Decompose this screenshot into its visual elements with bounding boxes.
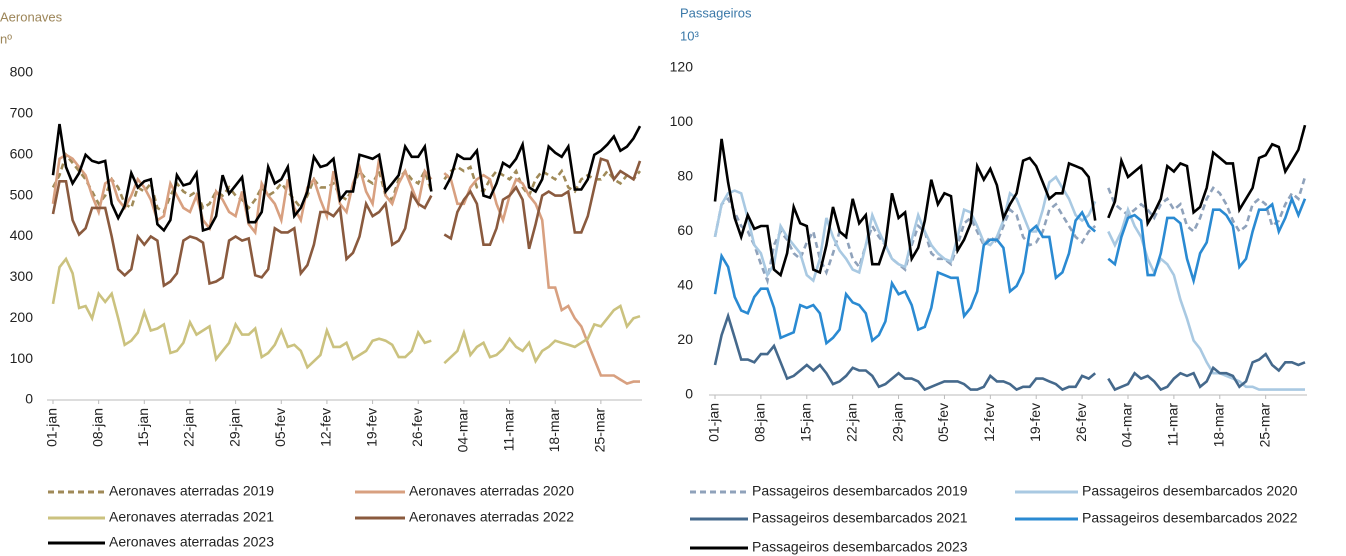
x-tick-label: 15-jan xyxy=(135,408,151,447)
y-axis-unit: 10³ xyxy=(680,28,699,43)
legend-label: Passageiros desembarcados 2022 xyxy=(1082,510,1298,526)
y-tick-label: 120 xyxy=(670,59,694,75)
y-tick-label: 100 xyxy=(670,113,694,129)
series-line xyxy=(51,256,641,370)
y-tick-label: 40 xyxy=(677,277,693,293)
series-line xyxy=(51,152,642,214)
x-tick-label: 18-mar xyxy=(546,408,562,453)
legend-label: Passageiros desembarcados 2023 xyxy=(752,539,968,555)
y-tick-label: 0 xyxy=(25,391,33,407)
y-tick-label: 400 xyxy=(10,227,34,243)
series-line xyxy=(713,311,1306,392)
y-tick-label: 0 xyxy=(685,386,693,402)
legend-label: Aeronaves aterradas 2021 xyxy=(109,509,274,525)
x-tick-label: 08-jan xyxy=(752,403,768,442)
y-tick-label: 100 xyxy=(10,350,34,366)
legend-label: Aeronaves aterradas 2023 xyxy=(109,534,274,550)
legend-label: Passageiros desembarcados 2021 xyxy=(752,510,968,526)
legend-label: Passageiros desembarcados 2020 xyxy=(1082,483,1298,499)
y-tick-label: 20 xyxy=(677,331,693,347)
legend-label: Aeronaves aterradas 2020 xyxy=(409,483,574,499)
series-line xyxy=(713,124,1307,278)
x-tick-label: 22-jan xyxy=(843,403,859,442)
y-axis-label: Passageiros xyxy=(680,5,752,20)
x-tick-label: 18-mar xyxy=(1210,403,1226,448)
y-tick-label: 600 xyxy=(10,145,34,161)
x-tick-label: 12-fev xyxy=(318,408,334,447)
x-tick-label: 26-fev xyxy=(1073,403,1089,442)
x-tick-label: 22-jan xyxy=(181,408,197,447)
x-tick-label: 25-mar xyxy=(1256,403,1272,448)
x-tick-label: 05-fev xyxy=(272,408,288,447)
x-tick-label: 15-jan xyxy=(797,403,813,442)
series-line xyxy=(51,153,640,386)
x-tick-label: 11-mar xyxy=(500,408,516,452)
x-tick-label: 12-fev xyxy=(981,403,997,442)
y-tick-label: 200 xyxy=(10,309,34,325)
x-tick-label: 11-mar xyxy=(1165,403,1181,447)
y-axis-unit: nº xyxy=(0,31,12,46)
x-tick-label: 04-mar xyxy=(455,408,471,453)
legend-label: Aeronaves aterradas 2022 xyxy=(409,509,574,525)
x-tick-label: 25-mar xyxy=(592,408,608,453)
x-tick-label: 19-fev xyxy=(363,408,379,447)
y-tick-label: 800 xyxy=(10,64,34,80)
x-tick-label: 01-jan xyxy=(44,408,60,447)
x-tick-label: 05-fev xyxy=(935,403,951,442)
x-tick-label: 29-jan xyxy=(889,403,905,442)
y-tick-label: 80 xyxy=(677,168,693,184)
y-tick-label: 300 xyxy=(10,268,34,284)
series-line xyxy=(713,195,1307,346)
series-line xyxy=(713,175,1305,391)
y-tick-label: 700 xyxy=(10,105,34,121)
legend-label: Aeronaves aterradas 2019 xyxy=(109,483,274,499)
legend-label: Passageiros desembarcados 2019 xyxy=(752,483,968,499)
x-tick-label: 29-jan xyxy=(226,408,242,447)
x-tick-label: 19-fev xyxy=(1027,403,1043,442)
x-tick-label: 04-mar xyxy=(1119,403,1135,448)
y-tick-label: 60 xyxy=(677,222,693,238)
x-tick-label: 26-fev xyxy=(409,408,425,447)
series-line xyxy=(51,157,642,288)
y-tick-label: 500 xyxy=(10,186,34,202)
x-tick-label: 01-jan xyxy=(706,403,722,442)
series-line xyxy=(713,176,1307,286)
x-tick-label: 08-jan xyxy=(89,408,105,447)
y-axis-label: Aeronaves xyxy=(0,9,63,24)
series-line xyxy=(51,123,642,233)
